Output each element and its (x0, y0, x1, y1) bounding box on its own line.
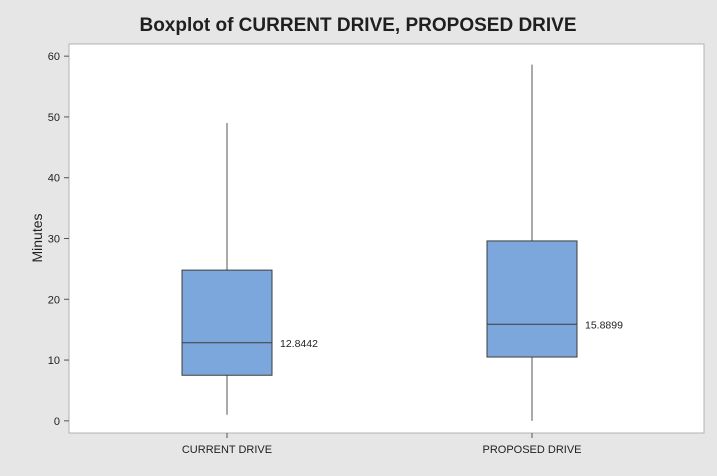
y-tick-label: 20 (48, 294, 60, 306)
y-tick-label: 50 (48, 112, 60, 124)
median-label: 12.8442 (280, 338, 318, 350)
iqr-box (181, 269, 273, 376)
x-category-label: CURRENT DRIVE (182, 444, 272, 456)
y-tick-label: 10 (48, 355, 60, 367)
chart-title: Boxplot of CURRENT DRIVE, PROPOSED DRIVE (139, 15, 576, 36)
y-tick-label: 0 (54, 416, 60, 428)
y-tick-label: 40 (48, 173, 60, 185)
boxes-group: 12.8442 15.8899 (181, 64, 623, 421)
x-category-label: PROPOSED DRIVE (482, 444, 581, 456)
y-tick-label: 30 (48, 234, 60, 246)
y-axis: 0 10 20 30 40 50 60 (48, 51, 69, 428)
box-current-drive: 12.8442 (181, 123, 318, 415)
box-proposed-drive: 15.8899 (486, 64, 623, 421)
x-axis: CURRENT DRIVE PROPOSED DRIVE (182, 433, 582, 456)
iqr-box (486, 240, 578, 358)
median-label: 15.8899 (585, 319, 623, 331)
y-tick-label: 60 (48, 51, 60, 63)
y-axis-label: Minutes (29, 213, 45, 262)
plot-area (68, 43, 705, 434)
